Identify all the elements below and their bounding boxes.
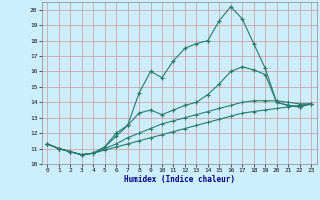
X-axis label: Humidex (Indice chaleur): Humidex (Indice chaleur) [124,175,235,184]
